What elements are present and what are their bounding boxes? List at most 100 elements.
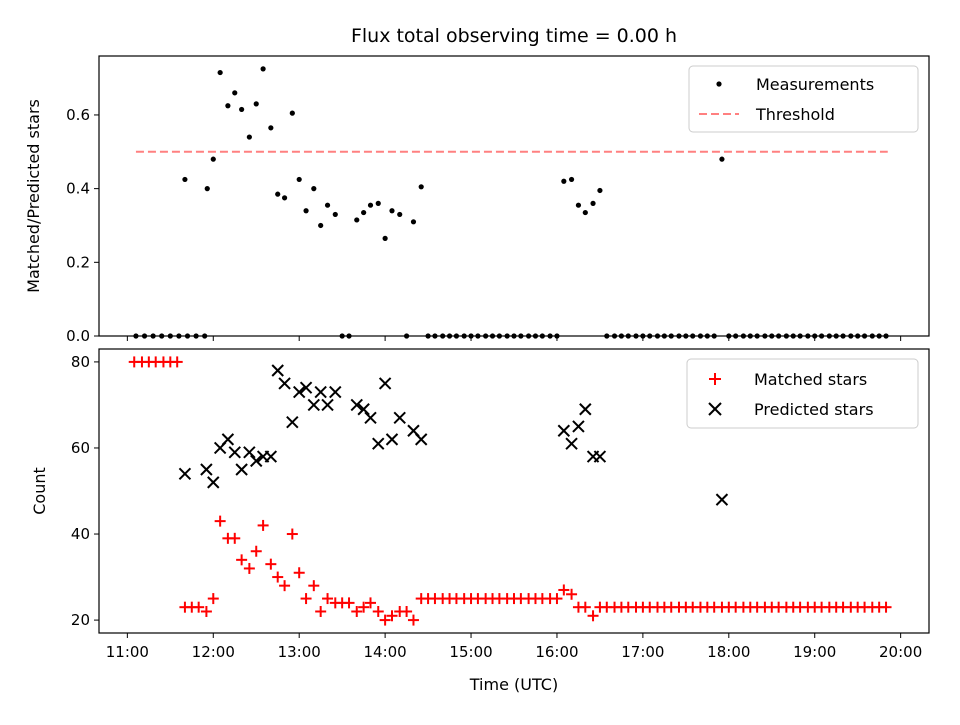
x-tick-label: 20:00 <box>879 643 922 661</box>
measurement-point <box>539 333 545 339</box>
measurement-point <box>281 195 288 201</box>
legend-matched-label: Matched stars <box>754 370 867 389</box>
measurement-point <box>511 333 517 339</box>
measurement-point <box>697 333 704 339</box>
measurement-point <box>726 333 732 339</box>
top-y-tick-label: 0.6 <box>66 106 90 124</box>
bottom-panel-frame <box>98 348 930 634</box>
bottom-legend: Matched stars Predicted stars <box>686 358 919 429</box>
measurement-point <box>246 134 252 140</box>
measurement-point <box>633 333 639 339</box>
measurement-point <box>797 333 803 339</box>
matched-star-point <box>579 601 591 613</box>
x-tick-label: 14:00 <box>364 643 407 661</box>
predicted-star-point <box>178 467 192 480</box>
measurement-point <box>397 211 403 218</box>
matched-star-point <box>236 554 248 566</box>
measurement-point <box>855 333 861 339</box>
x-tick-label: 11:00 <box>106 643 149 661</box>
top-legend: Measurements Threshold <box>688 65 919 133</box>
measurement-point <box>812 333 818 339</box>
matched-star-point <box>193 601 205 613</box>
measurement-point <box>647 333 653 339</box>
top-y-tick-label: 0.0 <box>66 327 90 345</box>
predicted-star-point <box>372 437 385 450</box>
matched-star-point <box>365 597 377 609</box>
measurement-point <box>554 333 560 339</box>
predicted-star-point <box>207 476 220 489</box>
predicted-star-point <box>378 377 392 390</box>
measurement-point <box>568 176 575 183</box>
measurement-point <box>367 202 374 208</box>
measurement-point <box>690 333 696 339</box>
predicted-star-point <box>557 424 571 437</box>
measurement-point <box>747 333 753 339</box>
bottom-y-axis-label: Count <box>30 467 49 515</box>
measurement-point <box>754 333 760 339</box>
measurement-point <box>611 333 618 339</box>
matched-star-point <box>207 593 219 605</box>
top-y-tick-label: 0.2 <box>66 253 90 271</box>
measurement-point <box>461 333 467 339</box>
measurement-point <box>625 333 631 339</box>
measurement-point <box>432 333 438 339</box>
matched-star-point <box>880 601 892 613</box>
measurement-point <box>410 219 417 225</box>
top-y-tick-label: 0.4 <box>66 180 90 198</box>
measurement-point <box>268 125 274 131</box>
measurement-point <box>354 217 360 223</box>
predicted-star-point <box>292 385 306 399</box>
measurement-point <box>239 106 245 113</box>
measurement-point <box>361 209 367 216</box>
predicted-star-point <box>579 403 592 416</box>
measurement-point <box>876 333 882 339</box>
measurement-point <box>561 178 567 184</box>
predicted-stars-points <box>178 364 729 506</box>
measurement-point <box>389 208 395 214</box>
measurement-point <box>719 156 725 162</box>
top-legend-box <box>688 65 919 133</box>
measurement-point <box>496 333 502 339</box>
measurement-point <box>883 333 889 339</box>
matched-star-point <box>279 580 291 592</box>
measurement-point <box>818 333 825 339</box>
matched-star-point <box>300 593 312 605</box>
measurement-point <box>483 333 489 339</box>
matched-star-point <box>407 614 419 626</box>
predicted-star-point <box>235 463 248 476</box>
measurement-point <box>275 191 281 197</box>
matched-star-point <box>243 562 255 574</box>
matched-star-point <box>229 532 241 544</box>
measurement-points <box>133 66 889 339</box>
legend-threshold-label: Threshold <box>755 105 835 124</box>
measurement-point <box>575 202 582 208</box>
measurement-point <box>582 209 588 216</box>
predicted-star-point <box>572 420 585 433</box>
measurement-point <box>253 101 259 107</box>
predicted-star-point <box>565 437 578 450</box>
measurement-point <box>676 333 682 339</box>
x-tick-label: 19:00 <box>793 643 836 661</box>
predicted-star-point <box>393 411 406 425</box>
measurement-point <box>324 202 331 208</box>
matched-star-point <box>250 545 262 557</box>
measurement-point <box>193 333 199 339</box>
measurement-point <box>440 333 446 339</box>
measurement-point <box>202 333 208 339</box>
predicted-star-point <box>243 446 256 459</box>
measurement-point <box>526 333 532 339</box>
measurement-point <box>683 333 689 339</box>
measurement-point <box>661 333 667 339</box>
predicted-star-point <box>307 398 321 412</box>
matched-star-point <box>401 605 413 617</box>
measurement-point <box>597 187 603 194</box>
matched-star-point <box>351 605 363 617</box>
measurement-point <box>769 333 775 339</box>
matched-star-point <box>171 356 183 368</box>
measurement-point <box>532 333 539 339</box>
bottom-y-ticks: 20 40 60 80 <box>71 353 99 629</box>
measurement-point <box>776 333 782 339</box>
measurement-point <box>403 333 410 339</box>
top-y-axis-label: Matched/Predicted stars <box>24 99 43 293</box>
